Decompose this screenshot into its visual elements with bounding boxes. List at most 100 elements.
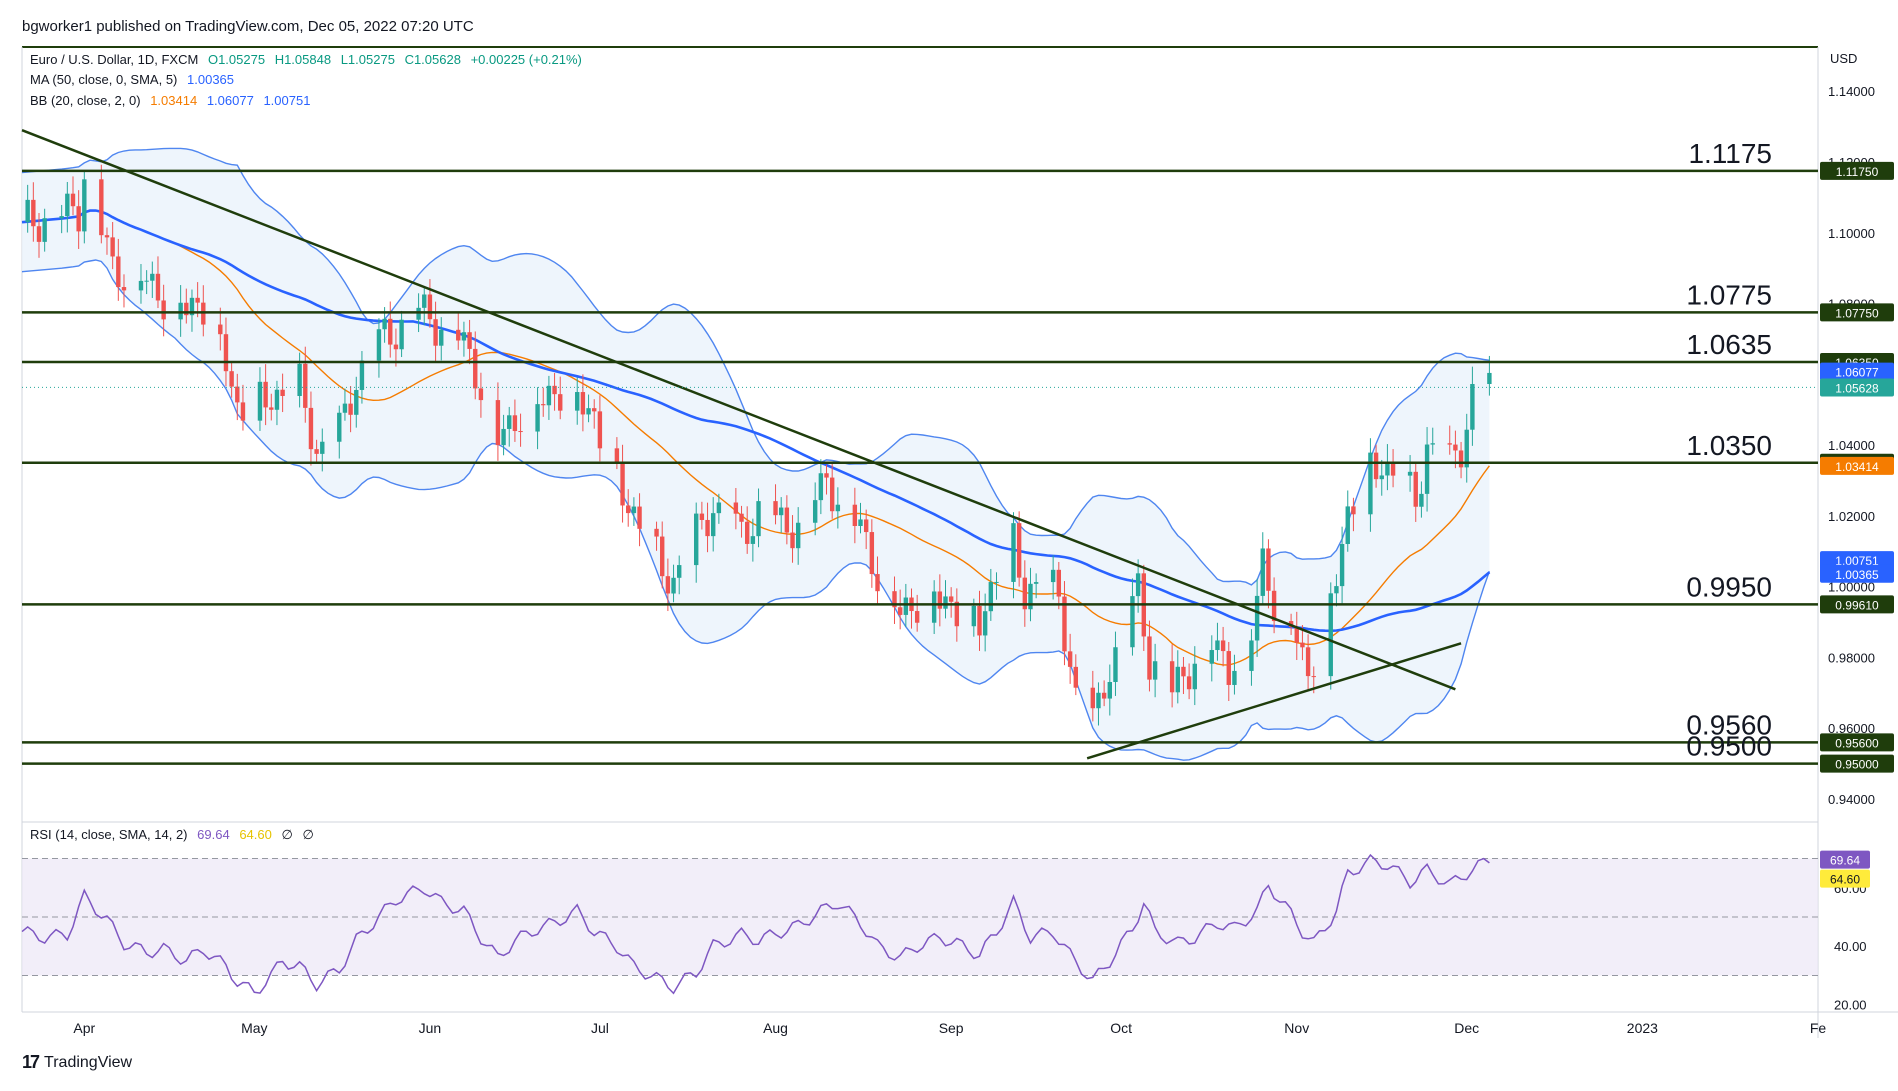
trendline bbox=[1086, 642, 1462, 760]
candle-body bbox=[631, 506, 637, 514]
candle-body bbox=[1464, 429, 1469, 468]
candle-body bbox=[558, 394, 563, 411]
candle-body bbox=[478, 388, 484, 401]
candle-body bbox=[637, 506, 642, 529]
level-badge bbox=[1820, 733, 1894, 752]
candle-body bbox=[903, 597, 909, 615]
rsi-tick-label: 20.00 bbox=[1834, 998, 1867, 1013]
level-badge bbox=[1820, 595, 1894, 614]
candle-body bbox=[773, 501, 778, 516]
candle-body bbox=[31, 199, 36, 227]
candle-body bbox=[1067, 651, 1073, 667]
ma-50-line bbox=[21, 209, 1491, 633]
candle-body bbox=[257, 381, 263, 421]
candle-body bbox=[1073, 666, 1079, 688]
candle-body bbox=[1413, 471, 1418, 507]
close-value: C1.05628 bbox=[404, 52, 461, 67]
candle-body bbox=[829, 477, 835, 512]
candle-body bbox=[869, 532, 875, 575]
candle-body bbox=[269, 407, 274, 410]
candle-body bbox=[654, 528, 659, 537]
candle-body bbox=[1487, 372, 1492, 385]
candle-body bbox=[320, 441, 325, 454]
candle-body bbox=[795, 522, 801, 549]
candle-body bbox=[473, 348, 478, 389]
candle-body bbox=[982, 611, 988, 636]
ma-label[interactable]: MA (50, close, 0, SMA, 5) bbox=[30, 72, 178, 87]
rsi-label[interactable]: RSI (14, close, SMA, 14, 2) bbox=[30, 827, 188, 842]
candle-body bbox=[422, 294, 427, 308]
price-badge bbox=[1820, 362, 1894, 381]
rsi-extra-1: ∅ bbox=[281, 827, 293, 842]
level-label: 1.0350 bbox=[1686, 430, 1772, 461]
candle-body bbox=[110, 237, 115, 257]
price-tick-label: 1.10000 bbox=[1828, 226, 1875, 241]
rsi-value-badge bbox=[1820, 850, 1870, 869]
candle-body bbox=[1056, 569, 1062, 597]
bb-upper-value: 1.06077 bbox=[206, 93, 254, 108]
candle-body bbox=[274, 389, 280, 410]
candle-body bbox=[229, 371, 234, 387]
bb-basis-value: 1.03414 bbox=[150, 93, 198, 108]
candle-body bbox=[495, 400, 501, 446]
price-badge bbox=[1820, 456, 1894, 475]
change-value: +0.00225 (+0.21%) bbox=[470, 52, 582, 67]
candle-body bbox=[1033, 582, 1039, 584]
candle-body bbox=[1345, 506, 1350, 545]
candle-body bbox=[1147, 636, 1152, 680]
candle-body bbox=[586, 408, 591, 415]
candle-body bbox=[195, 297, 200, 303]
candle-body bbox=[1339, 544, 1345, 587]
candle-body bbox=[178, 302, 183, 320]
candle-body bbox=[1011, 523, 1016, 582]
level-label: 0.9950 bbox=[1686, 571, 1772, 602]
rsi-legend: RSI (14, close, SMA, 14, 2) 69.64 64.60 … bbox=[30, 827, 320, 843]
candle-body bbox=[1300, 642, 1305, 648]
level-label: 0.9500 bbox=[1686, 731, 1772, 762]
candle-body bbox=[144, 280, 149, 282]
candle-body bbox=[971, 605, 977, 627]
candle-body bbox=[914, 611, 920, 623]
price-tick-label: 0.98000 bbox=[1828, 650, 1875, 665]
candle-body bbox=[388, 318, 393, 345]
price-badge-text: 1.03414 bbox=[1835, 460, 1879, 474]
level-badge bbox=[1820, 754, 1894, 773]
candle-body bbox=[835, 504, 841, 512]
candle-body bbox=[416, 307, 421, 320]
candle-body bbox=[977, 605, 982, 636]
candle-body bbox=[382, 318, 387, 330]
price-badge bbox=[1820, 378, 1894, 397]
candle-body bbox=[1351, 506, 1356, 515]
level-badge-text: 0.99610 bbox=[1835, 598, 1879, 612]
candle-body bbox=[778, 507, 784, 516]
candle-body bbox=[501, 428, 506, 446]
candle-body bbox=[433, 319, 438, 346]
tradingview-logo-icon: 17 bbox=[22, 1052, 40, 1072]
candle-body bbox=[614, 448, 620, 462]
candle-body bbox=[104, 235, 110, 238]
rsi-line bbox=[21, 853, 1490, 995]
candle-body bbox=[189, 297, 195, 316]
candle-body bbox=[580, 392, 586, 415]
candle-body bbox=[518, 431, 523, 433]
candle-body bbox=[393, 344, 399, 350]
candle-body bbox=[1407, 471, 1413, 476]
candle-body bbox=[1390, 461, 1396, 476]
level-label: 1.0775 bbox=[1686, 279, 1772, 310]
symbol-label[interactable]: Euro / U.S. Dollar, 1D, FXCM bbox=[30, 52, 199, 67]
candle-body bbox=[711, 513, 716, 537]
candle-body bbox=[59, 216, 64, 219]
price-tick-label: 1.14000 bbox=[1828, 84, 1875, 99]
price-badge-text: 1.06077 bbox=[1835, 366, 1879, 380]
candle-body bbox=[1192, 663, 1197, 690]
candle-body bbox=[1232, 670, 1237, 685]
candle-body bbox=[1424, 444, 1430, 494]
bollinger-upper-line bbox=[21, 147, 1490, 586]
candle-body bbox=[790, 532, 795, 549]
candle-body bbox=[937, 591, 943, 609]
tradingview-watermark[interactable]: 17 TradingView bbox=[22, 1052, 132, 1073]
candle-body bbox=[82, 179, 87, 232]
bb-label[interactable]: BB (20, close, 2, 0) bbox=[30, 93, 141, 108]
rsi-value-badge-text: 69.64 bbox=[1830, 854, 1860, 868]
